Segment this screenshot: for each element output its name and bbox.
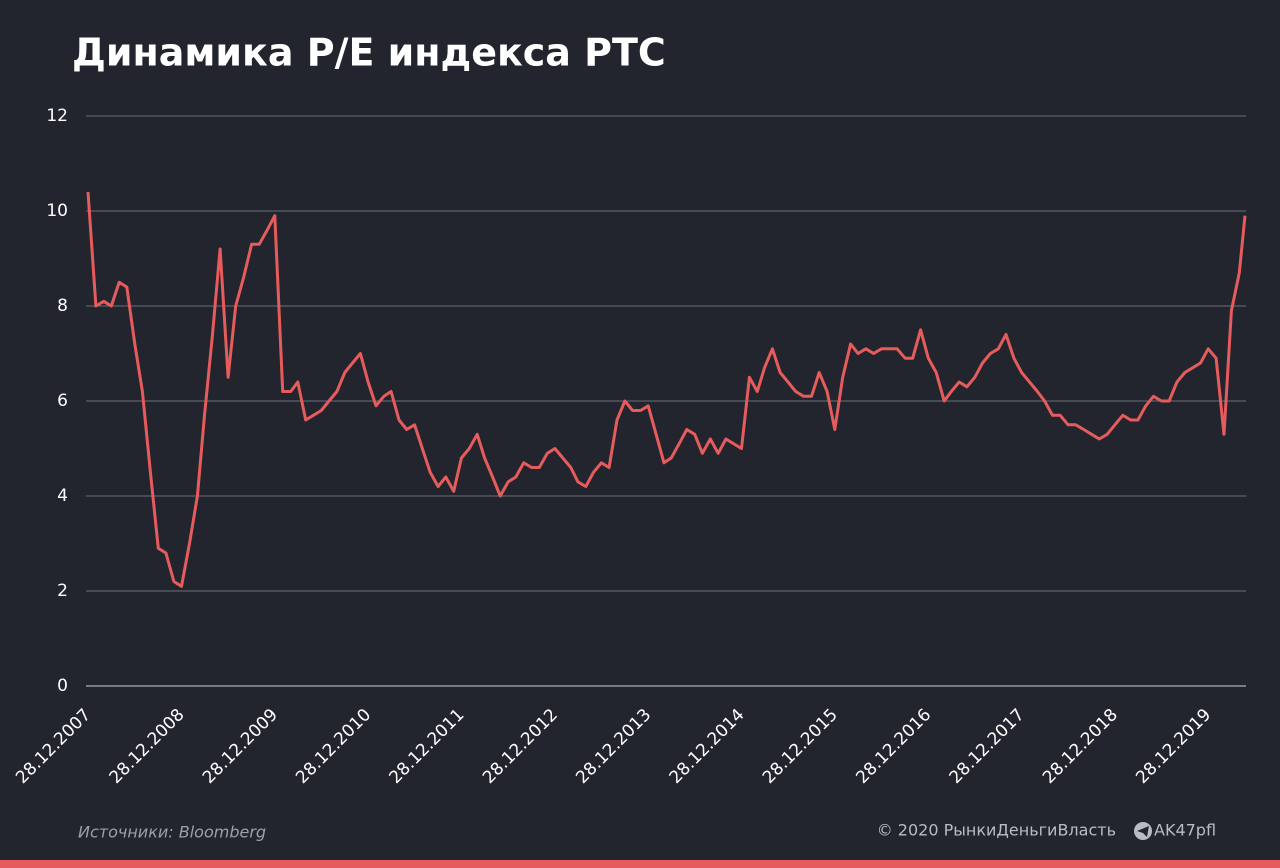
source: Источники: Bloomberg: [78, 823, 266, 842]
y-tick-label: 4: [57, 486, 68, 506]
bottom-bar: [0, 860, 1280, 868]
channel: AK47pfl: [1154, 821, 1216, 840]
telegram-plane: [1137, 826, 1149, 837]
y-tick-label: 2: [57, 581, 68, 601]
copyright: © 2020 РынкиДеньгиВласть: [877, 821, 1116, 840]
data-line: [86, 191, 1247, 588]
y-tick-label: 0: [57, 676, 68, 696]
y-tick-label: 8: [57, 296, 68, 316]
chart-title: Динамика P/E индекса РТС: [72, 31, 666, 75]
y-tick-label: 12: [46, 106, 68, 126]
y-tick-label: 10: [46, 201, 68, 221]
y-tick-label: 6: [57, 391, 68, 411]
